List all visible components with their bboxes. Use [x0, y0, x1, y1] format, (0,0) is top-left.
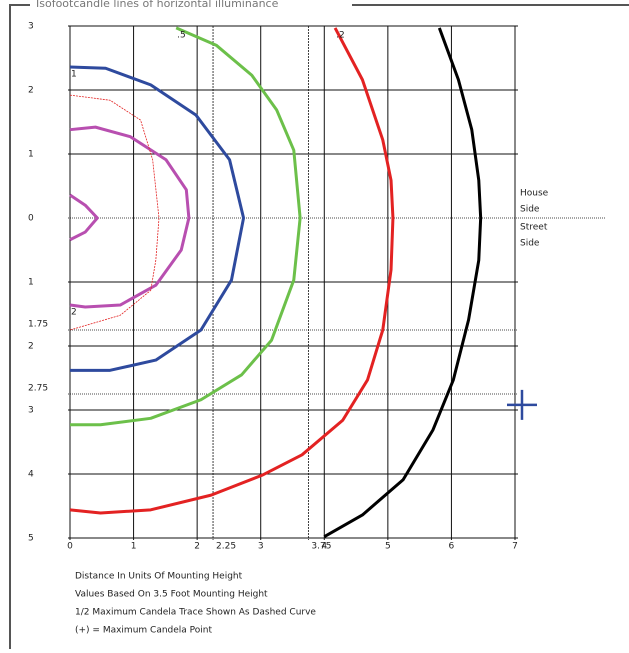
x-tick-label: 5 — [385, 542, 391, 552]
y-tick-label: 3 — [28, 406, 34, 416]
x-tick-label: 7 — [512, 542, 518, 552]
curve-label: .2 — [336, 30, 345, 40]
side-label: Side — [520, 205, 540, 215]
isofootcandle-curve — [323, 27, 483, 539]
isofootcandle-curve — [69, 27, 395, 515]
x-tick-label: 2.25 — [216, 542, 236, 552]
isofootcandle-curve — [70, 26, 302, 427]
y-tick-label: 0 — [28, 214, 34, 224]
y-tick-label: 5 — [28, 534, 34, 544]
side-label: Street — [520, 223, 548, 233]
isofootcandle-curve — [69, 94, 160, 331]
y-tick-label: 1 — [28, 278, 34, 288]
side-label: Side — [520, 239, 540, 249]
x-tick-label: 1 — [131, 542, 137, 552]
y-tick-label: 1 — [28, 150, 34, 160]
x-tick-label: 0 — [67, 542, 73, 552]
chart-title: Isofootcandle lines of horizontal illumi… — [36, 0, 279, 10]
y-tick-label: 2 — [28, 86, 34, 96]
y-tick-label: 2 — [28, 342, 34, 352]
x-tick-label: 3 — [258, 542, 264, 552]
curve-label: .5 — [177, 30, 186, 40]
note: (+) = Maximum Candela Point — [75, 626, 212, 636]
x-tick-label: 6 — [449, 542, 455, 552]
y-tick-label: 3 — [28, 22, 34, 32]
note: 1/2 Maximum Candela Trace Shown As Dashe… — [75, 608, 316, 618]
frame — [9, 4, 30, 649]
y-tick-label: 2.75 — [28, 384, 48, 394]
isofootcandle-curve — [69, 65, 246, 372]
x-tick-label: 3.75 — [311, 542, 331, 552]
side-label: House — [520, 189, 549, 199]
curve-label: 1 — [71, 69, 77, 79]
curve-label: 2 — [71, 308, 77, 318]
isofootcandle-curve — [69, 125, 191, 309]
note: Distance In Units Of Mounting Height — [75, 572, 243, 582]
note: Values Based On 3.5 Foot Mounting Height — [75, 590, 268, 600]
x-tick-label: 4 — [321, 542, 327, 552]
y-tick-label: 1.75 — [28, 320, 48, 330]
x-tick-label: 2 — [194, 542, 200, 552]
isofootcandle-curve — [69, 193, 99, 242]
y-tick-label: 4 — [28, 470, 34, 480]
